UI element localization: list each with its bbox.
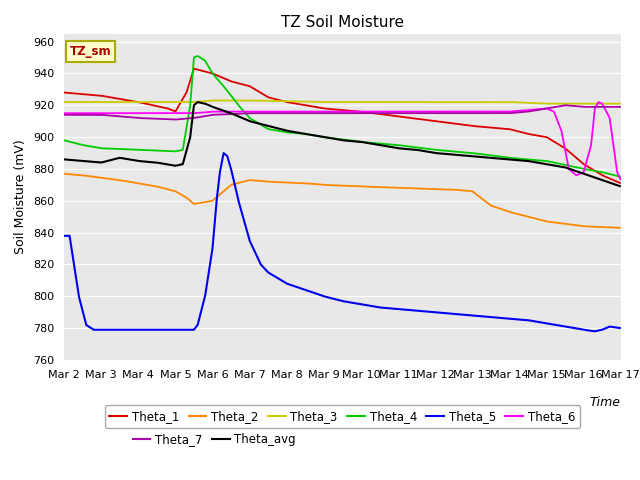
Line: Theta_5: Theta_5 — [64, 153, 621, 331]
Theta_2 — [316, 181, 324, 187]
Theta_6 — [331, 109, 339, 115]
Theta_4 — [331, 136, 339, 142]
Theta_4 — [60, 137, 68, 143]
Theta_7 — [561, 102, 569, 108]
Theta_5 — [60, 233, 68, 239]
Theta_1 — [60, 90, 68, 96]
Theta_5 — [331, 296, 339, 302]
Theta_4 — [601, 170, 609, 176]
Theta_2 — [617, 225, 625, 231]
Theta_1 — [617, 180, 625, 186]
Theta_1 — [499, 126, 506, 132]
Theta_7 — [499, 110, 506, 116]
Theta_5 — [617, 325, 625, 331]
Theta_3 — [60, 99, 68, 105]
Theta_4 — [316, 133, 324, 139]
Theta_3 — [209, 97, 216, 103]
Line: Theta_2: Theta_2 — [64, 174, 621, 228]
Line: Theta_6: Theta_6 — [64, 102, 621, 180]
Theta_avg — [499, 156, 506, 162]
Theta_4 — [601, 170, 609, 176]
Theta_1 — [331, 107, 339, 112]
Theta_avg — [601, 178, 609, 184]
Y-axis label: Soil Moisture (mV): Soil Moisture (mV) — [15, 139, 28, 254]
Theta_5 — [220, 150, 227, 156]
Theta_3 — [499, 99, 506, 105]
Text: Time: Time — [590, 396, 621, 409]
Theta_avg — [331, 136, 339, 142]
Theta_6 — [499, 109, 506, 115]
Theta_3 — [617, 101, 625, 107]
Theta_7 — [601, 104, 609, 110]
Theta_4 — [499, 154, 506, 160]
Theta_6 — [617, 177, 625, 183]
Theta_5 — [601, 326, 609, 332]
Theta_4 — [88, 144, 96, 150]
Legend: Theta_7, Theta_avg: Theta_7, Theta_avg — [128, 428, 301, 450]
Theta_4 — [617, 174, 625, 180]
Theta_1 — [316, 105, 324, 111]
Theta_2 — [600, 224, 608, 230]
Theta_2 — [60, 171, 68, 177]
Theta_3 — [601, 101, 609, 107]
Theta_7 — [316, 110, 324, 116]
Line: Theta_3: Theta_3 — [64, 100, 621, 104]
Theta_avg — [601, 178, 609, 184]
Theta_avg — [316, 133, 324, 139]
Theta_avg — [617, 183, 625, 189]
Theta_4 — [194, 53, 202, 59]
Theta_6 — [316, 109, 324, 115]
Theta_7 — [617, 104, 625, 110]
Theta_2 — [88, 174, 96, 180]
Theta_2 — [331, 182, 339, 188]
Line: Theta_avg: Theta_avg — [64, 102, 621, 186]
Title: TZ Soil Moisture: TZ Soil Moisture — [281, 15, 404, 30]
Theta_3 — [602, 101, 609, 107]
Theta_7 — [88, 112, 96, 118]
Text: TZ_sm: TZ_sm — [70, 45, 111, 58]
Theta_3 — [316, 99, 324, 105]
Theta_1 — [601, 173, 609, 179]
Theta_6 — [595, 99, 602, 105]
Line: Theta_4: Theta_4 — [64, 56, 621, 177]
Theta_3 — [331, 99, 339, 105]
Theta_7 — [331, 110, 339, 116]
Theta_7 — [60, 112, 68, 118]
Theta_3 — [88, 99, 96, 105]
Theta_5 — [591, 328, 599, 334]
Theta_6 — [60, 110, 68, 116]
Theta_3 — [543, 101, 550, 107]
Theta_avg — [60, 156, 68, 162]
Theta_avg — [194, 99, 202, 105]
Theta_6 — [88, 110, 96, 116]
Theta_avg — [88, 159, 96, 165]
Theta_5 — [316, 292, 324, 298]
Theta_2 — [499, 206, 506, 212]
Theta_1 — [190, 66, 198, 72]
Theta_6 — [601, 106, 609, 111]
Theta_5 — [88, 326, 96, 332]
Line: Theta_7: Theta_7 — [64, 105, 621, 120]
Theta_7 — [172, 117, 179, 122]
Theta_7 — [602, 104, 609, 110]
Theta_1 — [601, 174, 609, 180]
Line: Theta_1: Theta_1 — [64, 69, 621, 183]
Theta_1 — [88, 92, 96, 98]
Theta_5 — [499, 315, 506, 321]
Theta_6 — [601, 106, 609, 112]
Theta_5 — [602, 325, 609, 331]
Theta_2 — [601, 224, 609, 230]
